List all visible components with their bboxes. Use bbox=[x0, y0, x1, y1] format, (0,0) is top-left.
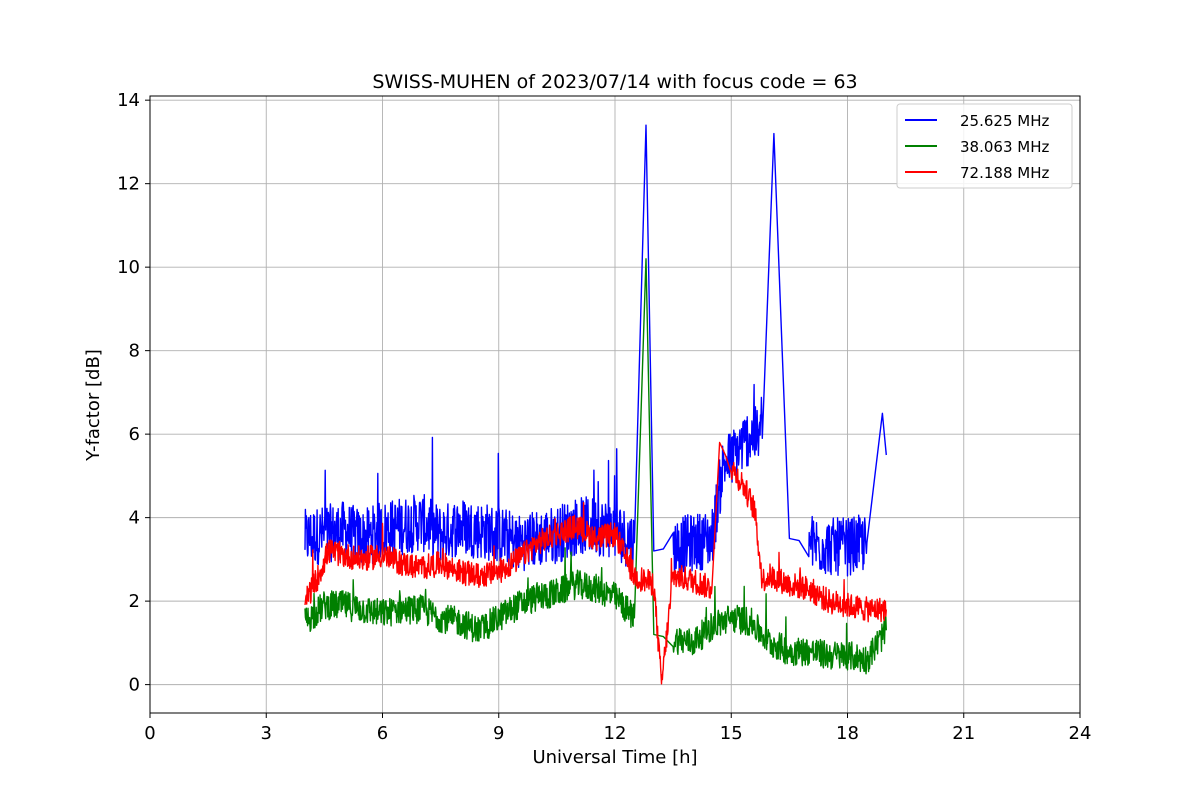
y-tick-label: 10 bbox=[117, 257, 140, 278]
legend-box bbox=[896, 103, 1073, 189]
x-tick-label: 9 bbox=[493, 723, 504, 744]
x-axis-label: Universal Time [h] bbox=[532, 747, 697, 768]
series-line-3 bbox=[304, 441, 887, 685]
y-axis-ticks: 0 2 4 6 8 10 12 14 bbox=[117, 90, 150, 696]
x-axis-ticks: 0 3 6 9 12 15 18 21 24 bbox=[144, 713, 1091, 744]
y-axis-label: Y-factor [dB] bbox=[83, 349, 104, 462]
y-tick-label: 0 bbox=[129, 675, 140, 696]
x-tick-label: 18 bbox=[836, 723, 859, 744]
legend: 25.625 MHz 38.063 MHz 72.188 MHz bbox=[896, 103, 1073, 189]
x-tick-label: 24 bbox=[1069, 723, 1092, 744]
chart-title: SWISS-MUHEN of 2023/07/14 with focus cod… bbox=[372, 71, 857, 93]
x-tick-label: 6 bbox=[377, 723, 388, 744]
y-tick-label: 14 bbox=[117, 90, 140, 111]
x-tick-label: 21 bbox=[952, 723, 975, 744]
y-tick-label: 4 bbox=[129, 508, 140, 529]
y-tick-label: 8 bbox=[129, 341, 140, 362]
plot-area bbox=[304, 124, 887, 685]
legend-label: 38.063 MHz bbox=[960, 138, 1049, 156]
y-tick-label: 12 bbox=[117, 174, 140, 195]
x-tick-label: 12 bbox=[604, 723, 627, 744]
x-tick-label: 3 bbox=[261, 723, 272, 744]
x-tick-label: 15 bbox=[720, 723, 743, 744]
series-layer bbox=[304, 124, 887, 685]
y-tick-label: 6 bbox=[129, 424, 140, 445]
x-tick-label: 0 bbox=[144, 723, 155, 744]
y-tick-label: 2 bbox=[129, 591, 140, 612]
legend-label: 25.625 MHz bbox=[960, 112, 1049, 130]
series-line-2 bbox=[304, 258, 887, 675]
legend-label: 72.188 MHz bbox=[960, 164, 1049, 182]
